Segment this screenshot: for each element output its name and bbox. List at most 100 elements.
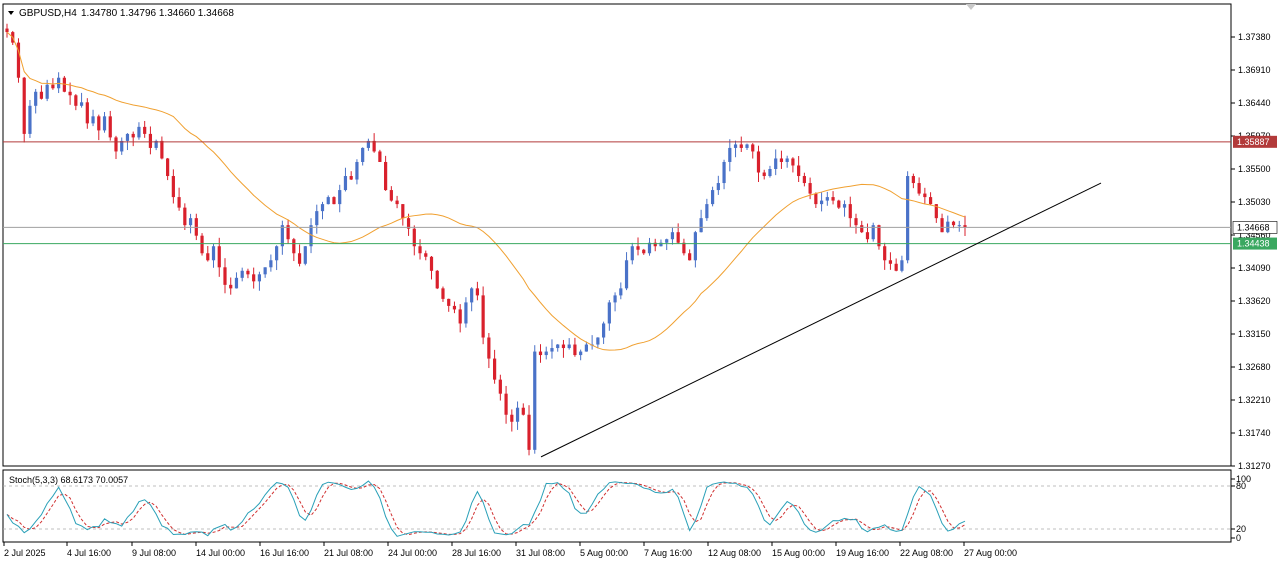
- candle-body[interactable]: [584, 344, 588, 352]
- candle-body[interactable]: [97, 116, 101, 131]
- candle-body[interactable]: [424, 253, 428, 257]
- candle-body[interactable]: [705, 204, 709, 219]
- candle-body[interactable]: [131, 133, 135, 138]
- candle-body[interactable]: [923, 193, 927, 198]
- candle-body[interactable]: [877, 225, 881, 247]
- candle-body[interactable]: [85, 102, 89, 124]
- price-panel[interactable]: [2, 3, 1232, 467]
- candle-body[interactable]: [343, 176, 348, 191]
- candle-body[interactable]: [389, 190, 393, 201]
- candle-body[interactable]: [601, 323, 606, 338]
- candle-body[interactable]: [607, 302, 611, 324]
- candle-body[interactable]: [888, 260, 893, 264]
- candle-body[interactable]: [183, 207, 187, 226]
- candle-body[interactable]: [447, 298, 451, 306]
- candle-body[interactable]: [676, 232, 680, 243]
- candle-body[interactable]: [785, 158, 789, 162]
- candle-body[interactable]: [934, 204, 938, 219]
- candle-body[interactable]: [779, 158, 784, 162]
- candle-body[interactable]: [613, 295, 617, 303]
- candle-body[interactable]: [791, 158, 795, 166]
- candle-body[interactable]: [108, 116, 112, 138]
- candle-body[interactable]: [332, 197, 336, 205]
- candle-body[interactable]: [297, 253, 302, 264]
- candle-body[interactable]: [280, 225, 284, 247]
- candle-body[interactable]: [412, 228, 416, 247]
- candle-body[interactable]: [286, 225, 290, 240]
- candle-body[interactable]: [326, 197, 330, 205]
- candle-body[interactable]: [120, 140, 124, 152]
- candle-body[interactable]: [372, 140, 376, 152]
- candle-body[interactable]: [911, 176, 915, 184]
- candle-body[interactable]: [493, 358, 497, 380]
- candle-body[interactable]: [200, 235, 204, 254]
- candle-body[interactable]: [802, 176, 806, 184]
- candle-body[interactable]: [429, 256, 434, 271]
- candle-body[interactable]: [148, 133, 153, 148]
- candle-body[interactable]: [739, 144, 743, 148]
- candle-body[interactable]: [487, 337, 491, 359]
- candle-body[interactable]: [246, 270, 250, 275]
- candle-body[interactable]: [45, 84, 49, 99]
- candle-body[interactable]: [292, 239, 296, 254]
- candle-body[interactable]: [871, 225, 875, 240]
- candle-body[interactable]: [452, 305, 457, 310]
- candle-body[interactable]: [303, 246, 307, 264]
- candle-body[interactable]: [504, 393, 508, 415]
- candle-body[interactable]: [464, 302, 468, 324]
- candle-body[interactable]: [515, 407, 520, 422]
- candle-body[interactable]: [900, 260, 904, 271]
- candle-body[interactable]: [710, 190, 715, 205]
- candle-body[interactable]: [963, 225, 967, 228]
- candle-body[interactable]: [837, 200, 841, 208]
- candle-body[interactable]: [561, 344, 566, 349]
- candle-body[interactable]: [137, 126, 141, 138]
- candle-body[interactable]: [211, 246, 216, 261]
- candle-body[interactable]: [51, 84, 55, 89]
- candle-body[interactable]: [160, 140, 164, 159]
- candle-body[interactable]: [102, 116, 107, 131]
- candle-body[interactable]: [906, 176, 910, 261]
- candle-body[interactable]: [854, 218, 858, 226]
- candle-body[interactable]: [171, 176, 175, 198]
- candle-body[interactable]: [458, 309, 462, 324]
- candle-body[interactable]: [384, 161, 388, 191]
- price-axis[interactable]: 1.373801.369101.364401.359701.355001.350…: [1231, 32, 1271, 471]
- candle-body[interactable]: [206, 253, 210, 261]
- candle-body[interactable]: [831, 197, 835, 201]
- candle-body[interactable]: [28, 105, 32, 134]
- candle-body[interactable]: [441, 288, 445, 299]
- candle-body[interactable]: [883, 246, 887, 261]
- candle-body[interactable]: [338, 190, 342, 205]
- candle-body[interactable]: [154, 140, 158, 148]
- candle-body[interactable]: [510, 414, 514, 422]
- candle-body[interactable]: [257, 274, 262, 282]
- candle-body[interactable]: [860, 225, 864, 233]
- candle-body[interactable]: [682, 242, 686, 254]
- candle-body[interactable]: [940, 218, 944, 233]
- candle-body[interactable]: [808, 183, 812, 194]
- candle-body[interactable]: [34, 91, 38, 106]
- candle-body[interactable]: [481, 295, 485, 338]
- candle-body[interactable]: [659, 242, 663, 247]
- candle-body[interactable]: [401, 204, 405, 219]
- candle-body[interactable]: [91, 116, 95, 124]
- candle-body[interactable]: [728, 147, 732, 162]
- candle-body[interactable]: [475, 288, 479, 296]
- candle-body[interactable]: [768, 169, 772, 177]
- candle-body[interactable]: [762, 172, 766, 177]
- candle-body[interactable]: [538, 351, 543, 356]
- candle-body[interactable]: [234, 277, 239, 289]
- candle-body[interactable]: [166, 158, 170, 177]
- candle-body[interactable]: [68, 91, 72, 96]
- candle-body[interactable]: [917, 183, 921, 194]
- candle-body[interactable]: [596, 337, 600, 345]
- candle-body[interactable]: [751, 144, 755, 152]
- candle-body[interactable]: [355, 161, 359, 180]
- candle-body[interactable]: [366, 140, 371, 148]
- candle-body[interactable]: [498, 379, 502, 394]
- candle-body[interactable]: [544, 351, 548, 356]
- candle-body[interactable]: [573, 344, 577, 356]
- candle-body[interactable]: [624, 260, 629, 289]
- candle-body[interactable]: [521, 407, 525, 415]
